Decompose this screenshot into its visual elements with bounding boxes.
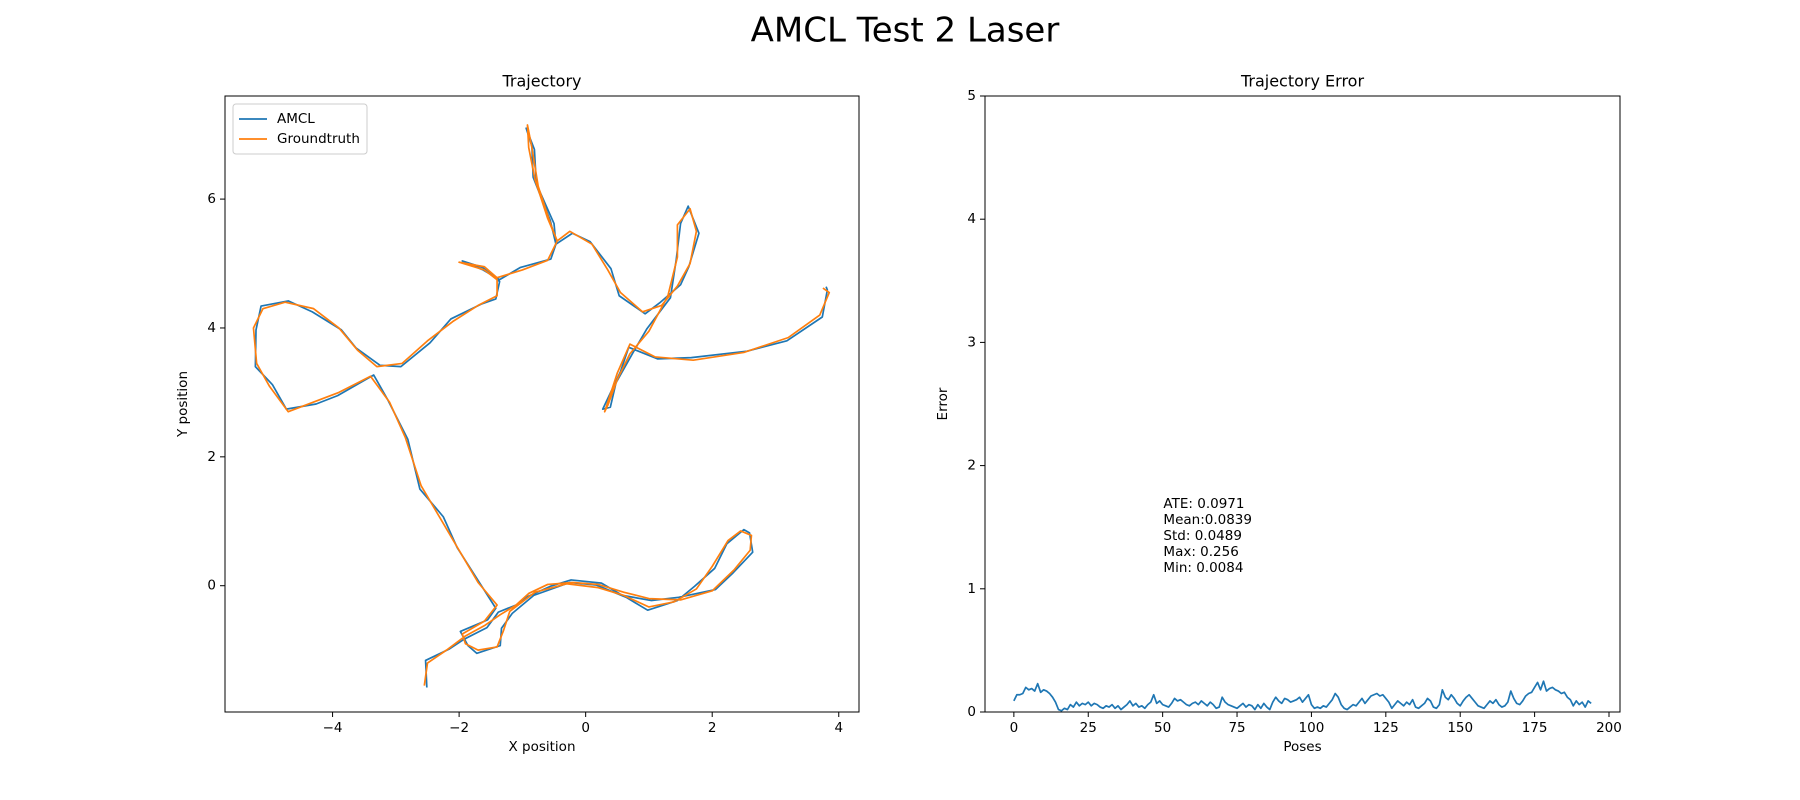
series-line bbox=[1013, 680, 1592, 712]
x-tick-label: 175 bbox=[1522, 720, 1548, 736]
y-tick-label: 4 bbox=[967, 211, 976, 227]
axes-frame bbox=[224, 95, 860, 713]
x-tick-label: 125 bbox=[1373, 720, 1399, 736]
y-tick-label: 1 bbox=[967, 581, 976, 597]
x-tick-label: 100 bbox=[1299, 720, 1325, 736]
x-tick-label: 4 bbox=[834, 720, 843, 736]
stats-annotation: Mean:0.0839 bbox=[1163, 512, 1252, 528]
y-axis-label: Error bbox=[935, 387, 951, 420]
series-line bbox=[254, 127, 829, 688]
x-tick-label: 200 bbox=[1596, 720, 1622, 736]
y-tick-label: 4 bbox=[207, 320, 216, 336]
legend-box bbox=[232, 103, 368, 155]
x-tick-label: 2 bbox=[708, 720, 717, 736]
y-tick-label: 2 bbox=[967, 458, 976, 474]
x-tick-label: 25 bbox=[1080, 720, 1097, 736]
x-tick-label: 0 bbox=[1010, 720, 1019, 736]
stats-annotation: Max: 0.256 bbox=[1163, 544, 1238, 560]
x-tick-label: 75 bbox=[1228, 720, 1245, 736]
series-line bbox=[252, 124, 831, 686]
axes-title: Trajectory Error bbox=[1240, 72, 1365, 91]
stats-annotation: ATE: 0.0971 bbox=[1163, 496, 1244, 512]
axes-frame bbox=[984, 95, 1621, 713]
x-tick-label: −4 bbox=[323, 720, 343, 736]
x-tick-label: −2 bbox=[449, 720, 469, 736]
x-tick-label: 150 bbox=[1447, 720, 1473, 736]
y-tick-label: 0 bbox=[967, 704, 976, 720]
figure-title: AMCL Test 2 Laser bbox=[751, 11, 1060, 51]
x-axis-label: Poses bbox=[1283, 739, 1321, 755]
legend-label: AMCL bbox=[277, 111, 315, 127]
x-tick-label: 0 bbox=[581, 720, 590, 736]
axes-title: Trajectory bbox=[502, 72, 582, 91]
stats-annotation: Std: 0.0489 bbox=[1163, 528, 1242, 544]
y-tick-label: 0 bbox=[207, 578, 216, 594]
y-tick-label: 6 bbox=[207, 191, 216, 207]
legend-label: Groundtruth bbox=[277, 131, 360, 147]
y-tick-label: 2 bbox=[207, 449, 216, 465]
y-tick-label: 3 bbox=[967, 334, 976, 350]
y-tick-label: 5 bbox=[967, 88, 976, 104]
stats-annotation: Min: 0.0084 bbox=[1163, 560, 1243, 576]
x-axis-label: X position bbox=[508, 739, 575, 755]
y-axis-label: Y position bbox=[175, 371, 191, 438]
x-tick-label: 50 bbox=[1154, 720, 1171, 736]
